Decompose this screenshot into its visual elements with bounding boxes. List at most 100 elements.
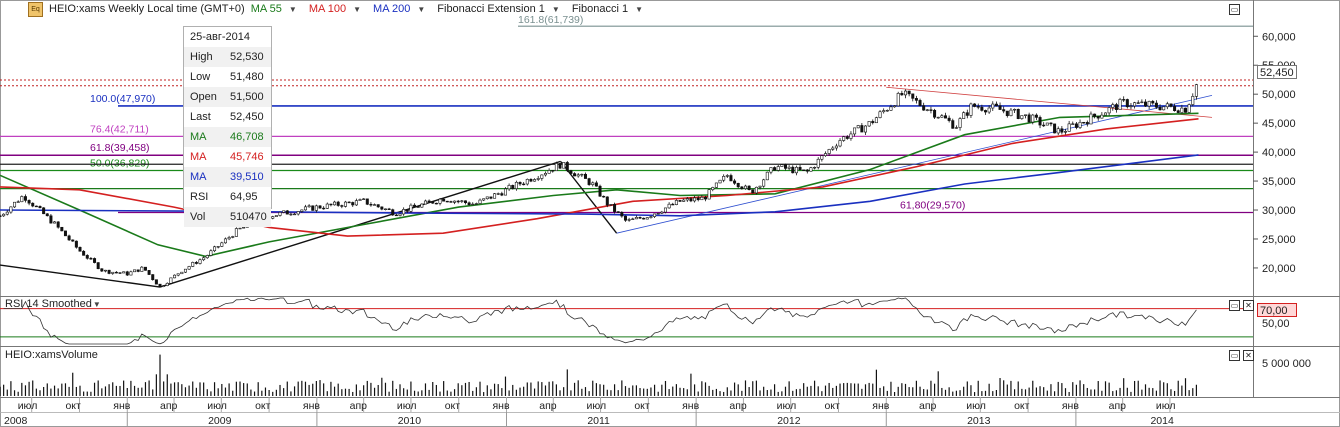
candle-body xyxy=(663,207,667,213)
indicator-ma100[interactable]: MA 100 ▼ xyxy=(308,3,362,15)
candle-body xyxy=(780,164,784,167)
candle-body xyxy=(311,205,315,211)
candle-body xyxy=(1071,123,1075,125)
close-panel-icon[interactable]: ✕ xyxy=(1243,300,1254,311)
date-axis[interactable]: июл окт янв апр июл окт янв апр июл окт янв апр июл о… xyxy=(0,397,1176,427)
candle-body xyxy=(413,204,417,207)
candle-body xyxy=(802,169,806,171)
candle-body xyxy=(278,212,282,216)
candle-body xyxy=(838,140,842,147)
candle-body xyxy=(1194,84,1198,97)
close-panel-icon[interactable]: ✕ xyxy=(1243,350,1254,361)
candle-body xyxy=(151,274,155,280)
candle-body xyxy=(271,216,275,219)
candle-body xyxy=(638,217,642,219)
candle-body xyxy=(13,201,17,208)
candle-body xyxy=(307,205,311,208)
candle-body xyxy=(518,181,522,185)
month-tick-label: янв xyxy=(1062,400,1079,412)
candle-body xyxy=(533,179,537,182)
candle-body xyxy=(82,250,86,256)
price-tick-label: 25,000 xyxy=(1262,234,1296,246)
month-tick-label: янв xyxy=(303,400,320,412)
candle-body xyxy=(791,166,795,174)
candle-body xyxy=(769,167,773,173)
maximize-panel-icon[interactable]: ▭ xyxy=(1229,4,1240,15)
candle-body xyxy=(402,209,406,215)
candle-body xyxy=(827,149,831,154)
indicator-ma55[interactable]: MA 55 ▼ xyxy=(250,3,297,15)
price-axis: 20,000 25,000 30,000 35,000 40,000 45,000 50,0… xyxy=(1253,31,1296,275)
volume-panel-title[interactable]: HEIO:xamsVolume xyxy=(5,349,98,361)
month-tick-label: апр xyxy=(539,400,557,412)
candle-body xyxy=(762,179,766,187)
candle-body xyxy=(1151,101,1155,104)
candle-body xyxy=(1042,124,1046,127)
symbol-title[interactable]: HEIO:xams Weekly Local time (GMT+0) xyxy=(49,3,245,15)
candle-body xyxy=(547,170,551,174)
candle-body xyxy=(765,171,769,181)
candle-body xyxy=(693,197,697,202)
rsi-overbought-label: 70,00 xyxy=(1257,303,1297,317)
candle-body xyxy=(34,205,38,208)
candle-body xyxy=(922,105,926,111)
candle-body xyxy=(398,213,402,216)
candle-body xyxy=(627,219,631,221)
candle-body xyxy=(209,250,213,256)
candle-body xyxy=(325,203,329,209)
candle-body xyxy=(2,213,6,217)
trend-line xyxy=(0,264,161,288)
candle-body xyxy=(842,136,846,141)
candle-body xyxy=(114,271,118,274)
candle-body xyxy=(1154,102,1158,108)
candle-body xyxy=(907,90,911,95)
maximize-panel-icon[interactable]: ▭ xyxy=(1229,300,1240,311)
candle-body xyxy=(623,215,627,221)
candle-body xyxy=(1122,99,1126,101)
candle-body xyxy=(1176,110,1180,113)
candle-body xyxy=(853,127,857,135)
candle-body xyxy=(889,106,893,111)
candle-body xyxy=(1093,113,1097,117)
candle-body xyxy=(951,120,955,129)
fib-level-label: 50.0(36,829) xyxy=(90,157,150,169)
candle-body xyxy=(63,230,67,237)
price-tick-label: 35,000 xyxy=(1262,176,1296,188)
price-tick-label: 30,000 xyxy=(1262,205,1296,217)
candle-body xyxy=(1144,101,1148,107)
candle-body xyxy=(573,173,577,177)
dropdown-triangle-icon: ▼ xyxy=(551,5,560,14)
candle-body xyxy=(867,121,871,127)
year-tick-label: 2010 xyxy=(398,415,422,427)
indicator-ma200[interactable]: MA 200 ▼ xyxy=(373,3,426,15)
candle-body xyxy=(925,109,929,111)
candle-body xyxy=(125,271,129,276)
candle-body xyxy=(631,218,635,220)
indicator-fib-extension[interactable]: Fibonacci Extension 1 ▼ xyxy=(437,3,560,15)
candle-body xyxy=(213,246,217,252)
candle-body xyxy=(707,189,711,200)
candle-body xyxy=(445,200,449,203)
rsi-panel-title[interactable]: RSI 14 Smoothed▼ xyxy=(5,298,101,310)
candle-body xyxy=(423,200,427,205)
month-tick-label: апр xyxy=(1109,400,1127,412)
candle-body xyxy=(642,217,646,220)
candle-body xyxy=(162,285,166,287)
candle-body xyxy=(453,200,457,203)
candle-body xyxy=(1191,96,1195,105)
candle-body xyxy=(365,198,369,205)
info-row-rsi: RSI 64,95 xyxy=(190,191,258,203)
candle-body xyxy=(816,158,820,168)
candle-body xyxy=(754,186,758,194)
candle-body xyxy=(980,106,984,111)
candle-body xyxy=(496,193,500,195)
candle-body xyxy=(1147,101,1151,107)
candle-body xyxy=(863,125,867,133)
candle-body xyxy=(685,198,689,201)
candle-body xyxy=(1140,101,1144,104)
candle-body xyxy=(943,115,947,119)
last-price-label: 52,450 xyxy=(1257,65,1297,79)
maximize-panel-icon[interactable]: ▭ xyxy=(1229,350,1240,361)
indicator-fibonacci[interactable]: Fibonacci 1 ▼ xyxy=(571,3,644,15)
candle-body xyxy=(1031,114,1035,123)
